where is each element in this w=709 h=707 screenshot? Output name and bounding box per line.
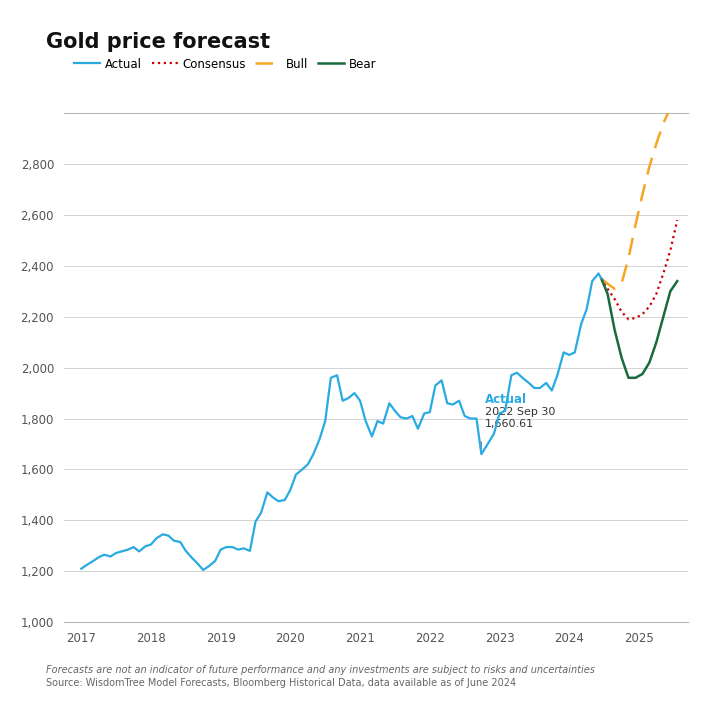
Text: 2022 Sep 30
1,660.61: 2022 Sep 30 1,660.61 (485, 407, 555, 428)
Text: Gold price forecast: Gold price forecast (46, 32, 270, 52)
Text: Source: WisdomTree Model Forecasts, Bloomberg Historical Data, data available as: Source: WisdomTree Model Forecasts, Bloo… (46, 678, 516, 688)
Text: Forecasts are not an indicator of future performance and any investments are sub: Forecasts are not an indicator of future… (46, 665, 595, 675)
Legend: Actual, Consensus, Bull, Bear: Actual, Consensus, Bull, Bear (69, 53, 381, 75)
Text: Actual: Actual (485, 393, 527, 406)
